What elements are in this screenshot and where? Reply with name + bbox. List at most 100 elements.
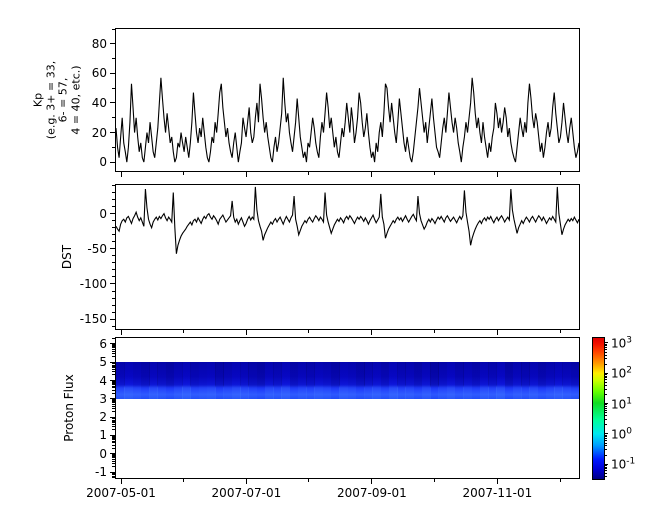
colorbar-tick [604, 403, 608, 405]
y-minor-tick [112, 455, 116, 457]
y-minor-tick [112, 447, 116, 449]
heatmap-column [537, 362, 547, 399]
colorbar-minor-tick [604, 470, 607, 472]
heatmap-column [157, 362, 167, 399]
heatmap-column [149, 362, 158, 399]
kp-axis-label-line1: Kp [31, 92, 45, 108]
heatmap-column [206, 362, 216, 399]
heatmap-column [562, 362, 572, 399]
y-minor-tick [112, 117, 116, 119]
y-minor-tick [112, 474, 116, 476]
y-minor-tick [112, 382, 116, 384]
x-tick [245, 478, 247, 484]
heatmap-column [281, 362, 291, 399]
kp-chart-panel: 0 20 40 60 80 [92, 28, 580, 177]
heatmap-column [173, 362, 183, 399]
y-minor-tick [112, 227, 116, 229]
colorbar-minor-tick [604, 406, 607, 408]
y-minor-tick [112, 363, 116, 365]
y-minor-tick [112, 206, 116, 208]
colorbar-tick [604, 463, 608, 465]
heatmap-column [388, 362, 398, 399]
y-tick-label: 2 [99, 410, 107, 425]
colorbar-minor-tick [604, 475, 607, 477]
colorbar-minor-tick [604, 393, 607, 395]
y-minor-tick [112, 311, 116, 313]
kp-index-line [116, 77, 579, 163]
heatmap-column [190, 362, 200, 399]
x-tick [120, 329, 122, 335]
heatmap-column [140, 362, 150, 399]
x-minor-tick [183, 329, 185, 333]
y-minor-tick [112, 399, 116, 401]
y-minor-tick [112, 472, 116, 474]
y-tick-label: 40 [91, 95, 107, 110]
y-minor-tick [112, 422, 116, 424]
y-tick [110, 416, 116, 418]
y-tick [110, 343, 116, 345]
proton-flux-band [116, 362, 579, 399]
dst-index-line [116, 186, 579, 254]
colorbar-minor-tick [604, 449, 607, 451]
heatmap-column [347, 362, 357, 399]
y-tick-label: -100 [79, 276, 107, 291]
y-minor-tick [112, 436, 116, 438]
y-minor-tick [112, 385, 116, 387]
y-minor-tick [112, 345, 116, 347]
y-minor-tick [112, 429, 116, 431]
x-tick [371, 478, 373, 484]
x-minor-tick [559, 329, 561, 333]
y-minor-tick [112, 387, 116, 389]
y-tick [110, 380, 116, 381]
heatmap-column [116, 362, 125, 399]
heatmap-column [529, 362, 539, 399]
colorbar-minor-tick [604, 440, 607, 442]
y-tick-label: 4 [99, 373, 107, 388]
x-minor-tick [307, 478, 309, 482]
heatmap-column [471, 362, 481, 399]
heatmap-column [355, 362, 365, 399]
y-tick [110, 398, 116, 400]
y-minor-tick [112, 462, 116, 464]
heatmap-column [289, 362, 299, 399]
kp-axis-label: Kp (e.g. 3+ = 33, 6- = 57, 4 = 40, etc.) [31, 61, 84, 139]
x-minor-tick [307, 329, 309, 333]
colorbar-minor-tick [604, 347, 607, 349]
y-minor-tick [112, 356, 116, 358]
colorbar-minor-tick [604, 349, 607, 351]
y-tick-label: 20 [91, 125, 107, 140]
heatmap-column [463, 362, 473, 399]
colorbar-minor-tick [604, 345, 607, 347]
x-minor-tick [559, 171, 561, 175]
y-minor-tick [112, 437, 116, 439]
y-minor-tick [112, 297, 116, 299]
heatmap-column [504, 362, 514, 399]
y-tick-label: 80 [91, 36, 107, 51]
x-date-label: 2007-07-01 [211, 486, 282, 500]
y-minor-tick [112, 384, 116, 386]
y-minor-tick [112, 325, 116, 327]
y-minor-tick [112, 185, 116, 186]
x-tick [496, 171, 498, 177]
heatmap-column [124, 362, 134, 399]
colorbar-minor-tick [604, 388, 607, 390]
x-minor-tick [434, 171, 436, 175]
colorbar-minor-tick [604, 384, 607, 386]
x-minor-tick [183, 478, 185, 482]
y-tick [110, 453, 116, 455]
heatmap-column [496, 362, 506, 399]
y-minor-tick [112, 344, 116, 346]
colorbar-minor-tick [604, 434, 607, 436]
y-minor-tick [112, 58, 116, 60]
colorbar-minor-tick [604, 354, 607, 356]
y-minor-tick [112, 290, 116, 292]
y-tick-label: 0 [99, 446, 107, 461]
x-minor-tick [434, 329, 436, 333]
y-minor-tick [112, 473, 116, 475]
y-minor-tick [112, 420, 116, 422]
colorbar-minor-tick [604, 381, 607, 383]
y-minor-tick [112, 269, 116, 271]
colorbar-minor-tick [604, 412, 607, 414]
heatmap-column [223, 362, 233, 399]
y-minor-tick [112, 199, 116, 201]
